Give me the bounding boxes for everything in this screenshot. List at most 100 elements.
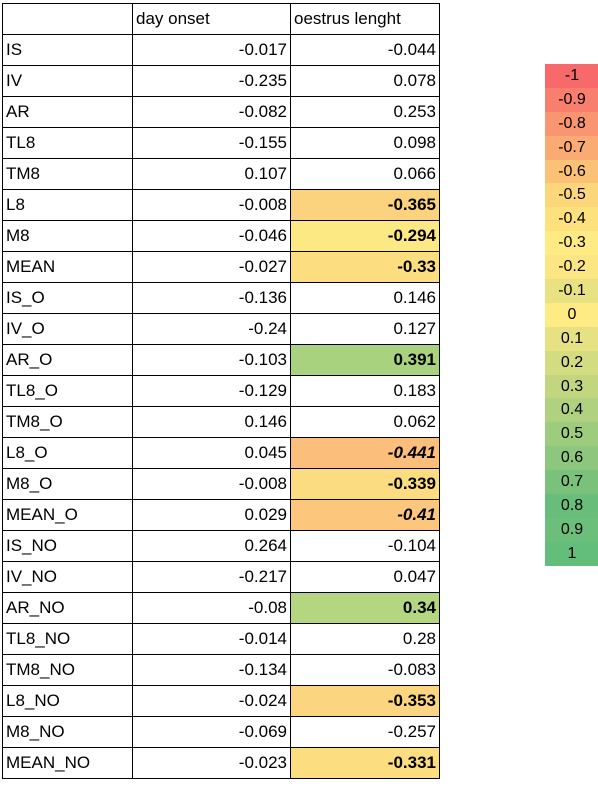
table-row: MEAN_NO -0.023 -0.331: [2, 747, 440, 779]
color-scale-item: 0.5: [545, 422, 598, 447]
color-scale-item: -0.1: [545, 279, 598, 303]
table-row: IS_O -0.136 0.146: [2, 282, 440, 314]
row-label: TL8_NO: [2, 623, 133, 655]
day-onset-value: -0.008: [132, 468, 291, 500]
row-label: IS: [2, 34, 133, 66]
row-label: IS_O: [2, 282, 133, 314]
row-label: L8: [2, 189, 133, 221]
day-onset-value: 0.146: [132, 406, 291, 438]
oestrus-length-value: -0.365: [290, 189, 440, 221]
color-scale-item: 1: [545, 541, 598, 566]
day-onset-value: -0.235: [132, 65, 291, 97]
day-onset-value: -0.014: [132, 623, 291, 655]
table-row: IV -0.235 0.078: [2, 65, 440, 97]
table-row: AR_O -0.103 0.391: [2, 344, 440, 376]
table-row: TL8_O -0.129 0.183: [2, 375, 440, 407]
table-row: TM8_NO -0.134 -0.083: [2, 654, 440, 686]
table-row: L8_O 0.045 -0.441: [2, 437, 440, 469]
oestrus-length-value: 0.146: [290, 282, 440, 314]
row-label: L8_O: [2, 437, 133, 469]
color-scale-item: 0.3: [545, 374, 598, 399]
table-row: IS_NO 0.264 -0.104: [2, 530, 440, 562]
color-scale-item: -0.7: [545, 135, 598, 160]
row-label: MEAN_O: [2, 499, 133, 531]
table-row: L8_NO -0.024 -0.353: [2, 685, 440, 717]
row-label: AR_O: [2, 344, 133, 376]
color-scale-item: -0.6: [545, 159, 598, 184]
row-label: M8_NO: [2, 716, 133, 748]
color-scale-item: -0.4: [545, 207, 598, 232]
day-onset-value: 0.029: [132, 499, 291, 531]
row-label: AR: [2, 96, 133, 128]
row-label: AR_NO: [2, 592, 133, 624]
color-scale-item: 0.2: [545, 350, 598, 375]
color-scale-item: 0: [545, 302, 598, 327]
table-row: M8 -0.046 -0.294: [2, 220, 440, 252]
oestrus-length-value: 0.047: [290, 561, 440, 593]
color-scale-item: 0.1: [545, 326, 598, 351]
row-label: TM8: [2, 158, 133, 190]
oestrus-length-value: 0.253: [290, 96, 440, 128]
table-row: IV_O -0.24 0.127: [2, 313, 440, 345]
color-scale-item: -0.8: [545, 111, 598, 136]
oestrus-length-value: -0.257: [290, 716, 440, 748]
day-onset-value: 0.045: [132, 437, 291, 469]
color-scale-item: 0.9: [545, 517, 598, 542]
day-onset-value: -0.24: [132, 313, 291, 345]
table-row: L8 -0.008 -0.365: [2, 189, 440, 221]
table-row: AR_NO -0.08 0.34: [2, 592, 440, 624]
color-scale-item: 0.4: [545, 398, 598, 423]
row-label: TM8_NO: [2, 654, 133, 686]
day-onset-value: -0.134: [132, 654, 291, 686]
oestrus-length-value: -0.41: [290, 499, 440, 531]
table-row: AR -0.082 0.253: [2, 96, 440, 128]
day-onset-value: -0.008: [132, 189, 291, 221]
correlation-table: day onset oestrus lenght IS -0.017 -0.044 I…: [2, 3, 440, 779]
table-row: MEAN_O 0.029 -0.41: [2, 499, 440, 531]
oestrus-length-value: 0.098: [290, 127, 440, 159]
oestrus-length-value: 0.078: [290, 65, 440, 97]
oestrus-length-value: -0.353: [290, 685, 440, 717]
oestrus-length-value: -0.104: [290, 530, 440, 562]
day-onset-value: -0.082: [132, 96, 291, 128]
oestrus-length-value: -0.33: [290, 251, 440, 283]
day-onset-value: -0.027: [132, 251, 291, 283]
day-onset-value: -0.103: [132, 344, 291, 376]
row-label: MEAN_NO: [2, 747, 133, 779]
day-onset-value: -0.024: [132, 685, 291, 717]
oestrus-length-value: -0.441: [290, 437, 440, 469]
row-label: IS_NO: [2, 530, 133, 562]
table-row: TM8 0.107 0.066: [2, 158, 440, 190]
header-oestrus-length: oestrus lenght: [290, 3, 440, 35]
day-onset-value: -0.08: [132, 592, 291, 624]
oestrus-length-value: 0.183: [290, 375, 440, 407]
row-label: TL8_O: [2, 375, 133, 407]
row-label: L8_NO: [2, 685, 133, 717]
table-row: TL8 -0.155 0.098: [2, 127, 440, 159]
row-label: TM8_O: [2, 406, 133, 438]
oestrus-length-value: 0.066: [290, 158, 440, 190]
oestrus-length-value: -0.331: [290, 747, 440, 779]
header-day-onset: day onset: [132, 3, 291, 35]
day-onset-value: -0.017: [132, 34, 291, 66]
day-onset-value: -0.046: [132, 220, 291, 252]
oestrus-length-value: 0.391: [290, 344, 440, 376]
oestrus-length-value: 0.062: [290, 406, 440, 438]
row-label: MEAN: [2, 251, 133, 283]
table-row: M8_O -0.008 -0.339: [2, 468, 440, 500]
day-onset-value: -0.069: [132, 716, 291, 748]
color-scale-item: -1: [545, 64, 598, 88]
row-label: IV: [2, 65, 133, 97]
color-scale-item: 0.6: [545, 446, 598, 471]
day-onset-value: -0.217: [132, 561, 291, 593]
row-label: TL8: [2, 127, 133, 159]
table-row: IV_NO -0.217 0.047: [2, 561, 440, 593]
oestrus-length-value: 0.127: [290, 313, 440, 345]
day-onset-value: 0.264: [132, 530, 291, 562]
header-row: day onset oestrus lenght: [2, 3, 440, 35]
table-row: IS -0.017 -0.044: [2, 34, 440, 66]
row-label: M8: [2, 220, 133, 252]
color-scale-item: -0.3: [545, 231, 598, 256]
color-scale-item: -0.9: [545, 87, 598, 112]
table-row: TM8_O 0.146 0.062: [2, 406, 440, 438]
